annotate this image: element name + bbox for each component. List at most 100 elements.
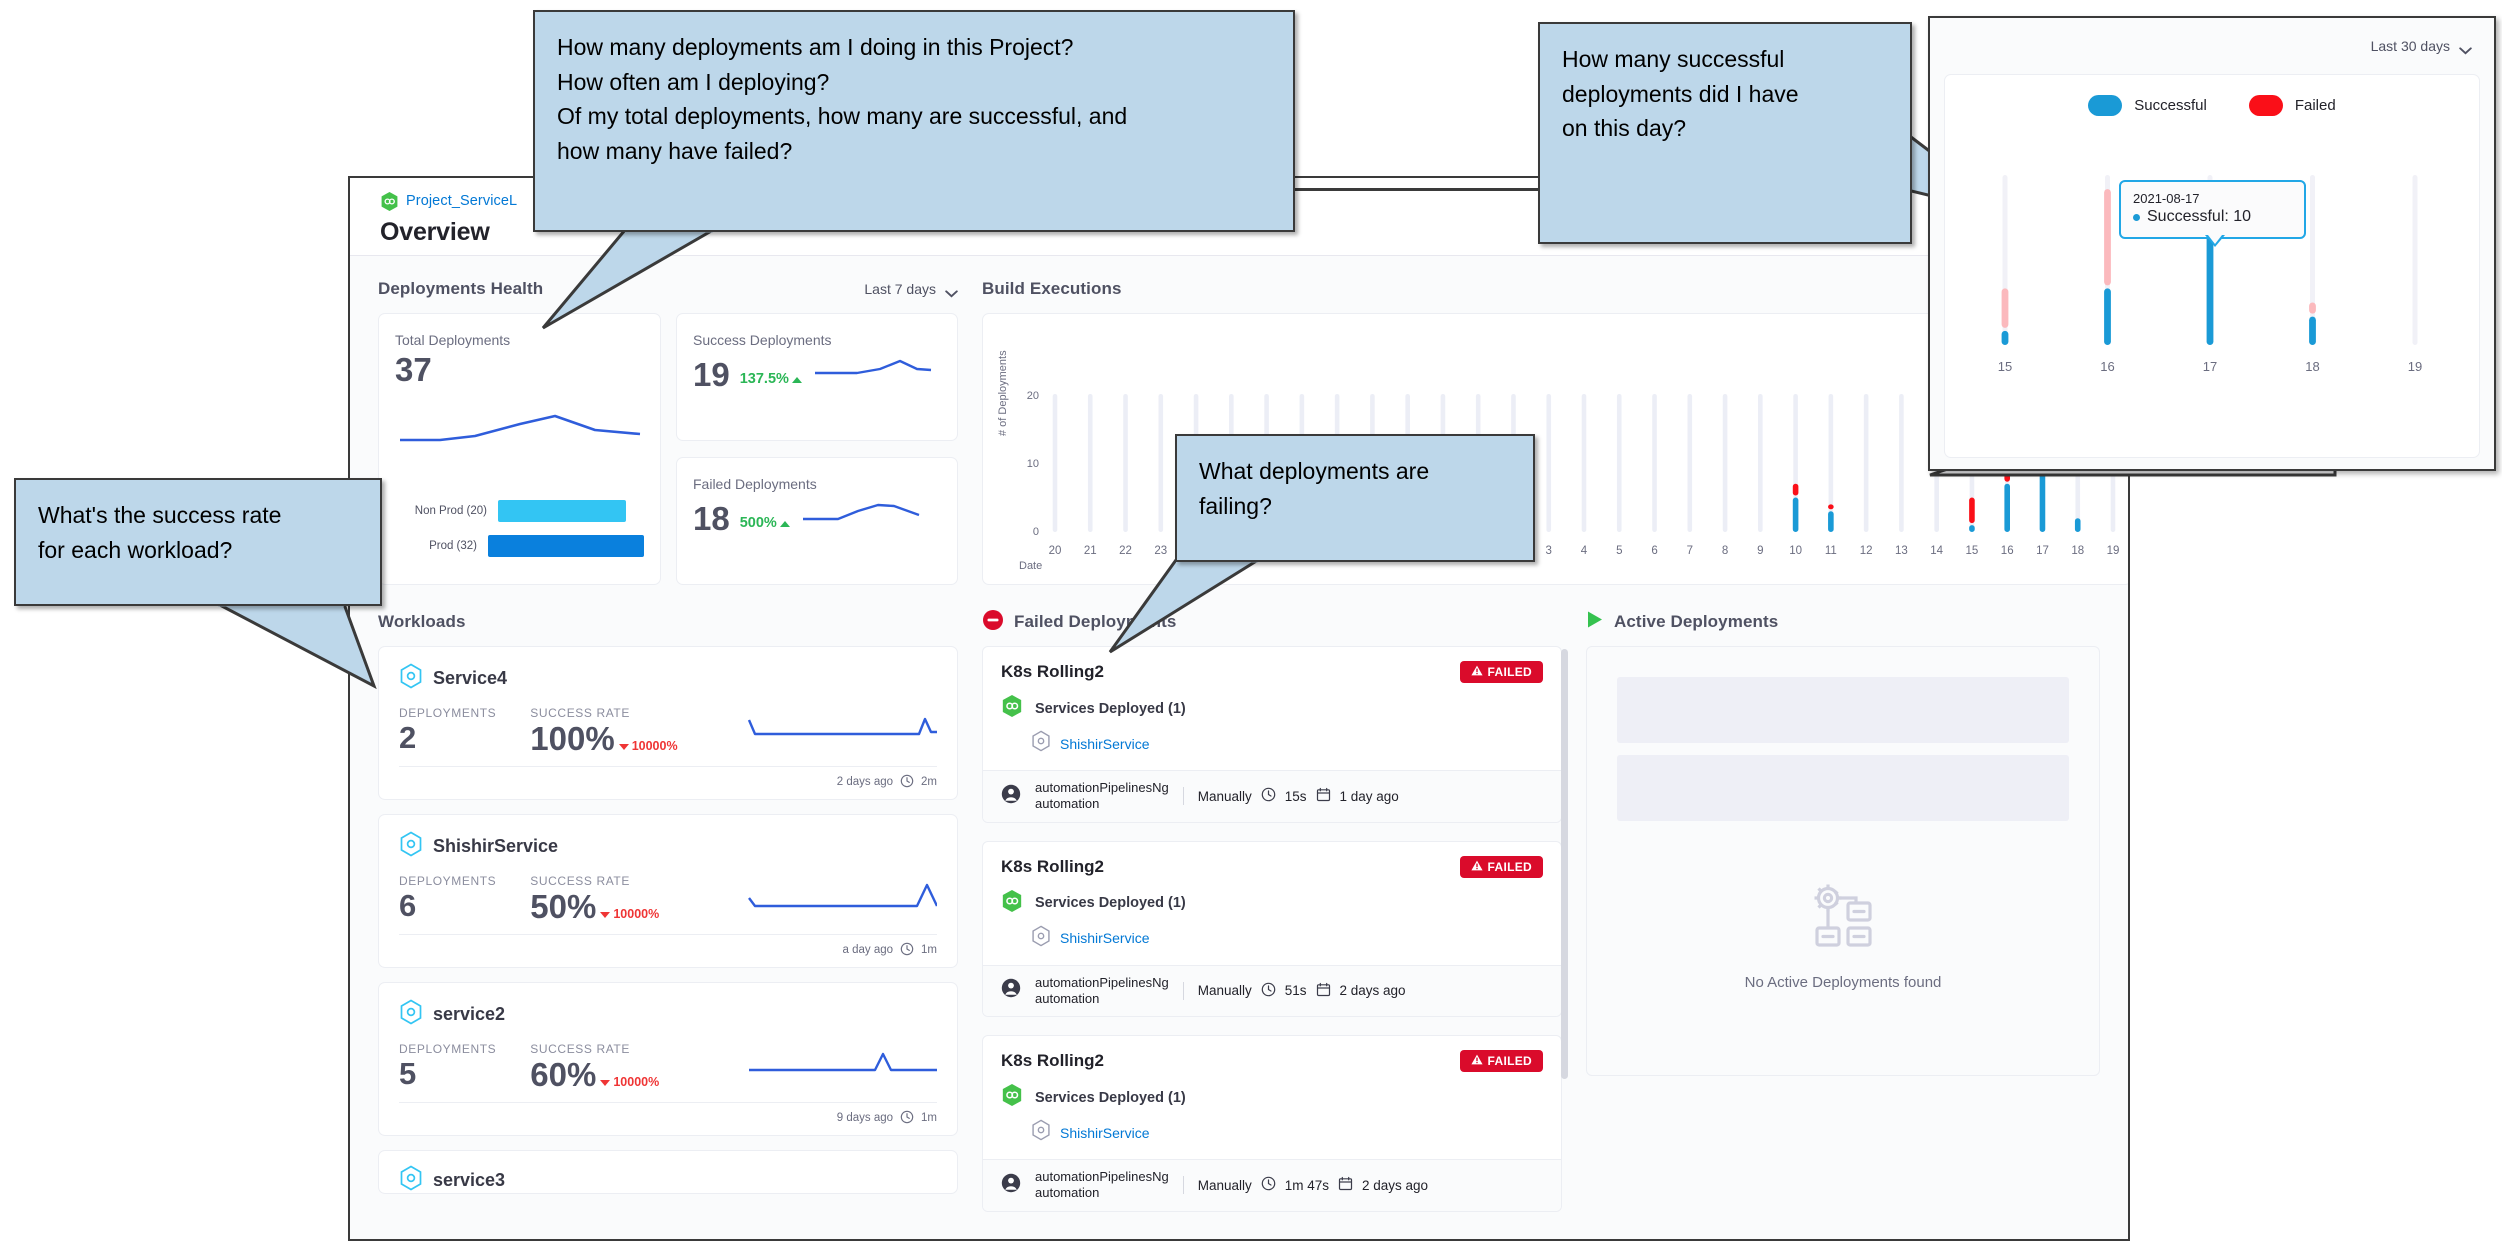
success-deployments-delta: 137.5% bbox=[740, 371, 802, 391]
failed-deployments-label: Failed Deployments bbox=[693, 476, 817, 492]
legend-swatch-successful bbox=[2088, 95, 2123, 116]
service-link[interactable]: ShishirService bbox=[1060, 735, 1150, 752]
breadcrumb-project[interactable]: Project_ServiceL bbox=[406, 193, 518, 209]
workload-success-rate-metric: SUCCESS RATE 50% 10000% bbox=[530, 874, 659, 926]
svg-text:8: 8 bbox=[1722, 545, 1728, 557]
success-rate-delta: 10000% bbox=[618, 739, 678, 758]
deployments-by-environment-chart: Non Prod (20) Prod (32) bbox=[395, 498, 644, 558]
failed-deployments-value: 18 bbox=[693, 500, 730, 537]
placeholder-row bbox=[1617, 755, 2069, 821]
workload-success-rate-metric: SUCCESS RATE 100% 10000% bbox=[530, 706, 677, 758]
service-hex-icon bbox=[399, 999, 423, 1030]
chart-tooltip: 2021-08-17 Successful: 10 bbox=[2119, 180, 2306, 247]
popup-range-picker[interactable]: Last 30 days bbox=[2371, 38, 2472, 55]
status-badge-label: FAILED bbox=[1487, 665, 1532, 679]
user-line-2: automation bbox=[1035, 1185, 1100, 1201]
env-bar-nonprod bbox=[498, 499, 626, 522]
success-deployments-sparkline bbox=[812, 353, 934, 391]
services-deployed-label: Services Deployed (1) bbox=[1035, 895, 1186, 911]
user-line-1: automationPipelinesNg bbox=[1035, 1169, 1169, 1184]
tooltip-arrow bbox=[2205, 235, 2225, 247]
deployments-label: DEPLOYMENTS bbox=[399, 706, 497, 720]
svg-text:11: 11 bbox=[1825, 545, 1837, 557]
env-bar-label: Prod (32) bbox=[429, 539, 477, 552]
service-link[interactable]: ShishirService bbox=[1060, 1124, 1150, 1141]
duration: 1m bbox=[921, 1112, 937, 1125]
failed-deployments-card[interactable]: Failed Deployments 18 500% bbox=[676, 457, 958, 585]
services-deployed-label: Services Deployed (1) bbox=[1035, 700, 1186, 717]
success-rate-label: SUCCESS RATE bbox=[530, 873, 630, 888]
failed-status-icon bbox=[982, 609, 1004, 636]
user-line-2: automation bbox=[1035, 796, 1100, 812]
user-avatar-icon bbox=[1001, 1173, 1021, 1198]
svg-text:15: 15 bbox=[1966, 545, 1979, 557]
workload-sparkline bbox=[747, 1042, 937, 1087]
workload-card-service3[interactable]: service3 bbox=[378, 1149, 958, 1194]
calendar-icon bbox=[1338, 1176, 1353, 1194]
duration: 1m bbox=[921, 944, 937, 957]
svg-text:10: 10 bbox=[1027, 458, 1039, 470]
service-hex-icon bbox=[399, 831, 423, 862]
failed-deployments-scrollbar[interactable] bbox=[1561, 649, 1568, 1079]
legend-item-successful[interactable]: Successful bbox=[2088, 95, 2207, 116]
svg-text:7: 7 bbox=[1687, 545, 1693, 557]
legend-item-failed[interactable]: Failed bbox=[2248, 95, 2336, 116]
service-hex-icon bbox=[1031, 1119, 1051, 1146]
active-deployments-empty-card: No Active Deployments found bbox=[1586, 646, 2100, 1076]
svg-text:9: 9 bbox=[1757, 545, 1763, 557]
deployment-meta: Manually 1m 47s 2 days ago bbox=[1182, 1176, 1428, 1195]
workload-card-service4[interactable]: Service4 DEPLOYMENTS 2 SUCCESS RATE 100% bbox=[378, 646, 958, 800]
clock-icon bbox=[900, 774, 914, 791]
success-deployments-value: 19 bbox=[693, 356, 730, 393]
workload-footer: 9 days ago 1m bbox=[399, 1101, 937, 1127]
clock-icon bbox=[900, 942, 914, 959]
failed-deployment-item[interactable]: K8s Rolling2 FAILED bbox=[982, 840, 1562, 1017]
warning-icon bbox=[1470, 1054, 1483, 1068]
env-bar-row: Non Prod (20) bbox=[395, 498, 644, 523]
workload-card-shishirservice[interactable]: ShishirService DEPLOYMENTS 6 SUCCESS RAT… bbox=[378, 813, 958, 968]
svg-text:16: 16 bbox=[2001, 545, 2014, 557]
breadcrumb[interactable]: Project_ServiceL bbox=[380, 190, 2128, 212]
callout-deployments-question: How many deployments am I doing in this … bbox=[533, 10, 1295, 232]
success-deployments-card[interactable]: Success Deployments 19 137.5% bbox=[676, 313, 958, 441]
popup-chart-card[interactable]: Successful Failed 15 16 17 18 19 2021-08-17 … bbox=[1944, 74, 2480, 458]
workload-footer: 2 days ago 2m bbox=[399, 765, 937, 791]
service-link[interactable]: ShishirService bbox=[1060, 930, 1150, 946]
deployments-value: 2 bbox=[399, 720, 417, 755]
success-rate-label: SUCCESS RATE bbox=[530, 1041, 630, 1056]
empty-state-text: No Active Deployments found bbox=[1744, 974, 1942, 991]
failed-deployments-section: Failed Deployments K8s Rolling2 FAILED bbox=[982, 609, 1568, 1230]
placeholder-row bbox=[1617, 677, 2069, 743]
success-rate-value: 60% bbox=[530, 1055, 597, 1093]
workload-footer: a day ago 1m bbox=[399, 933, 937, 959]
svg-text:12: 12 bbox=[1860, 545, 1873, 557]
workload-name: ShishirService bbox=[433, 835, 559, 856]
range-label: Last 7 days bbox=[864, 281, 936, 297]
active-deployments-section: Active Deployments bbox=[1586, 609, 2100, 1230]
success-rate-value: 50% bbox=[530, 887, 597, 925]
status-badge: FAILED bbox=[1459, 855, 1543, 878]
failed-deployment-item[interactable]: K8s Rolling2 FAILED bbox=[982, 646, 1562, 823]
calendar-icon bbox=[1316, 787, 1331, 805]
duration: 51s bbox=[1284, 983, 1307, 999]
total-deployments-value: 37 bbox=[395, 351, 432, 388]
workload-card-service2[interactable]: service2 DEPLOYMENTS 5 SUCCESS RATE 60% bbox=[378, 981, 958, 1136]
svg-text:15: 15 bbox=[1998, 359, 2012, 374]
svg-text:13: 13 bbox=[1895, 545, 1908, 557]
workload-deployments-metric: DEPLOYMENTS 2 bbox=[399, 706, 496, 756]
when: 2 days ago bbox=[1339, 983, 1406, 999]
user-line-1: automationPipelinesNg bbox=[1035, 974, 1169, 990]
failed-delta-value: 500% bbox=[739, 515, 777, 531]
deployments-health-range-picker[interactable]: Last 7 days bbox=[864, 281, 958, 298]
last-run: 9 days ago bbox=[836, 1112, 894, 1125]
svg-text:19: 19 bbox=[2408, 359, 2422, 374]
legend-label: Failed bbox=[2294, 97, 2336, 114]
total-deployments-card[interactable]: Total Deployments 37 Non Prod (20) bbox=[378, 313, 661, 585]
failed-deployment-item[interactable]: K8s Rolling2 FAILED bbox=[982, 1035, 1562, 1212]
svg-text:20: 20 bbox=[1027, 390, 1039, 402]
workload-sparkline bbox=[747, 874, 939, 919]
env-bar-row: Prod (32) bbox=[395, 533, 644, 558]
deployments-health-title: Deployments Health bbox=[378, 279, 544, 298]
tooltip-series-dot bbox=[2133, 213, 2140, 221]
callout-tail bbox=[217, 601, 377, 690]
